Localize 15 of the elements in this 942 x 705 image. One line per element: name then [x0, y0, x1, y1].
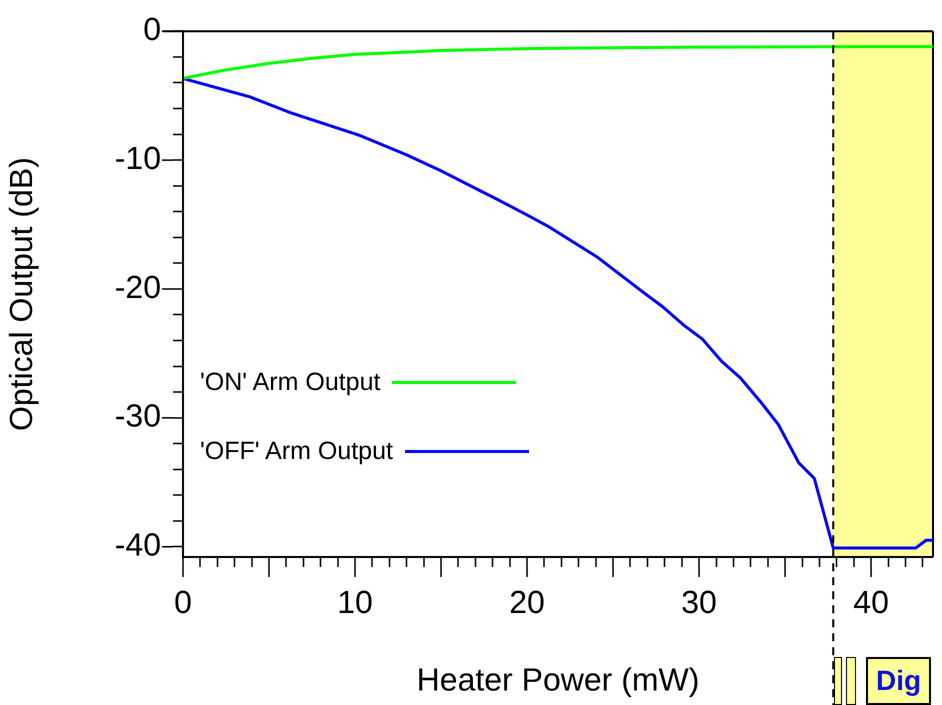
x-tick-label: 20 [509, 584, 545, 620]
y-tick-label: -10 [114, 140, 161, 176]
text: Dig [866, 657, 932, 705]
y-tick-label: -30 [114, 398, 161, 434]
x-tick-label: 30 [681, 584, 717, 620]
y-tick-label: 0 [143, 11, 161, 48]
x-tick-label: 40 [853, 584, 889, 620]
x-tick-label: 10 [337, 584, 373, 620]
legend-label: 'ON' Arm Output [200, 368, 380, 397]
x-tick-label: 0 [174, 584, 192, 620]
y-tick-label: -40 [114, 526, 161, 563]
legend-label: 'OFF' Arm Output [200, 437, 393, 466]
y-tick-label: -20 [114, 268, 161, 305]
x-axis-title: Heater Power (mW) [416, 662, 700, 698]
y-axis-title: Optical Output (dB) [3, 157, 40, 432]
